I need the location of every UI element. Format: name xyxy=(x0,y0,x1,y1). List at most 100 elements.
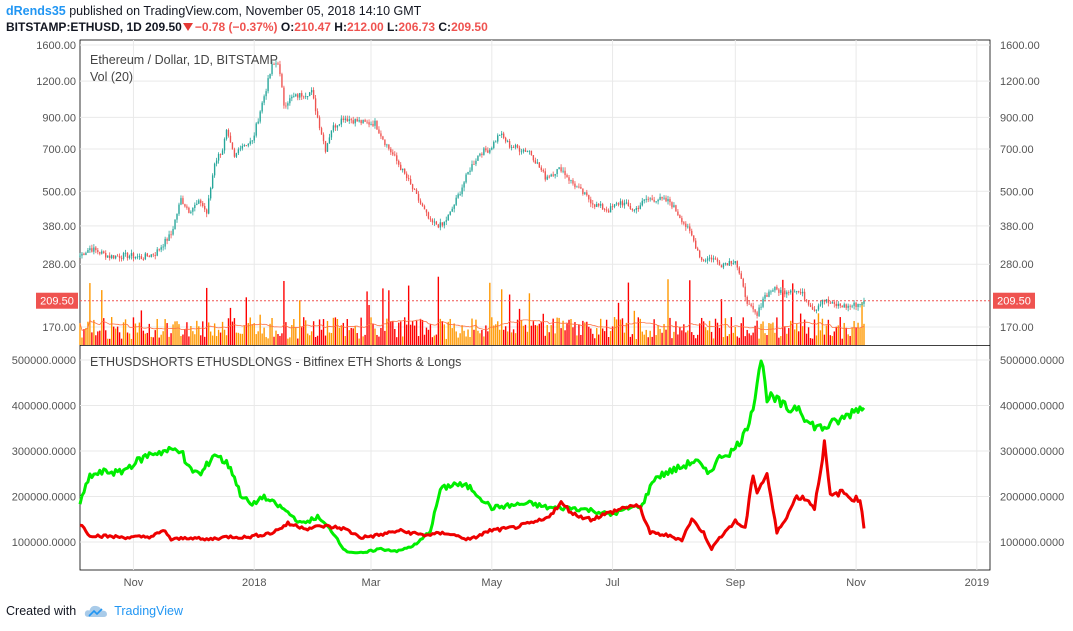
candle xyxy=(778,289,780,293)
candle xyxy=(510,147,513,148)
volume-bar xyxy=(322,319,325,345)
volume-bar xyxy=(712,338,715,345)
candle xyxy=(851,305,853,307)
volume-bar xyxy=(702,321,705,345)
volume-bar xyxy=(469,337,471,345)
candle xyxy=(340,118,343,125)
candle xyxy=(441,222,443,226)
candle xyxy=(164,238,166,247)
volume-bar xyxy=(148,323,150,345)
candle xyxy=(633,209,636,211)
volume-bar xyxy=(629,336,632,345)
volume-bar xyxy=(259,314,261,345)
volume-bar xyxy=(657,325,659,345)
tradingview-link[interactable]: TradingView xyxy=(114,604,183,618)
candle xyxy=(398,160,400,165)
volume-bar xyxy=(168,336,170,345)
volume-bar xyxy=(245,297,247,345)
volume-bar xyxy=(122,322,125,345)
candle xyxy=(411,184,414,190)
high-value: 212.00 xyxy=(346,20,384,34)
volume-bar xyxy=(348,330,350,345)
candle xyxy=(89,248,91,251)
publish-line: dRends35 published on TradingView.com, N… xyxy=(6,3,1066,19)
candle xyxy=(443,221,445,226)
author-link[interactable]: dRends35 xyxy=(6,4,66,18)
volume-bar xyxy=(350,327,352,345)
candle xyxy=(841,305,843,308)
lower-tick-left: 400000.0000 xyxy=(12,401,76,413)
volume-bar xyxy=(437,276,440,345)
candle xyxy=(649,198,651,200)
volume-bar xyxy=(815,335,818,345)
candle xyxy=(310,90,313,93)
candle xyxy=(362,119,364,124)
candle xyxy=(762,298,764,307)
volume-bar xyxy=(227,318,230,345)
candle xyxy=(241,145,244,149)
candle xyxy=(378,129,380,134)
candle xyxy=(405,173,408,179)
volume-bar xyxy=(526,331,529,345)
volume-bar xyxy=(859,328,861,345)
volume-bar xyxy=(736,336,738,345)
last-price-line: 209.50 209.50 xyxy=(36,292,1035,309)
volume-bar xyxy=(683,324,685,345)
candle xyxy=(93,247,95,252)
candle xyxy=(180,198,182,205)
candle xyxy=(712,258,715,260)
candle xyxy=(691,230,693,236)
volume-bar xyxy=(271,318,273,345)
volume-bar xyxy=(154,330,156,345)
volume-bar xyxy=(308,335,311,345)
volume-bar xyxy=(473,329,475,345)
volume-bar xyxy=(459,333,461,345)
candle xyxy=(233,149,236,157)
volume-bar xyxy=(370,317,372,345)
volume-bar xyxy=(273,336,275,345)
candle xyxy=(136,256,139,258)
volume-bar xyxy=(207,322,210,345)
lower-tick-left: 200000.0000 xyxy=(12,492,76,504)
volume-bar xyxy=(107,338,109,345)
candle xyxy=(835,303,837,307)
volume-bar xyxy=(211,335,214,345)
volume-bar xyxy=(607,337,610,345)
candle xyxy=(384,139,386,145)
candle xyxy=(548,176,550,178)
volume-bar xyxy=(698,323,701,345)
chart-area[interactable]: 209.50 209.50 1600.00 1600.00 1200.00 1200.0… xyxy=(0,0,1073,600)
candle xyxy=(237,149,240,154)
volume-bar xyxy=(596,328,598,345)
volume-bar xyxy=(204,336,206,345)
volume-bar xyxy=(611,326,614,345)
volume-bar xyxy=(782,279,784,345)
candle xyxy=(546,176,548,180)
volume-bar xyxy=(239,333,242,345)
volume-bar xyxy=(425,327,428,345)
volume-bar xyxy=(576,335,578,345)
volume-bar xyxy=(520,319,523,345)
candle xyxy=(849,305,851,307)
candle xyxy=(283,87,285,106)
candle xyxy=(742,278,744,287)
volume-bar xyxy=(358,338,360,345)
volume-bar xyxy=(289,337,291,345)
volume-bar xyxy=(136,332,139,345)
volume-bar xyxy=(627,282,630,345)
volume-bar xyxy=(475,319,477,345)
candle xyxy=(176,213,178,220)
candle xyxy=(463,182,465,188)
candle xyxy=(532,155,535,161)
volume-bar xyxy=(673,331,675,345)
volume-bar xyxy=(249,317,251,345)
volume-bar xyxy=(647,337,649,345)
volume-bar xyxy=(364,334,366,345)
volume-bar xyxy=(156,318,158,345)
candle xyxy=(795,291,798,293)
volume-bar xyxy=(243,325,246,345)
volume-bar xyxy=(87,321,89,345)
candle xyxy=(540,167,542,171)
candle xyxy=(615,203,618,205)
volume-bar xyxy=(546,325,548,345)
